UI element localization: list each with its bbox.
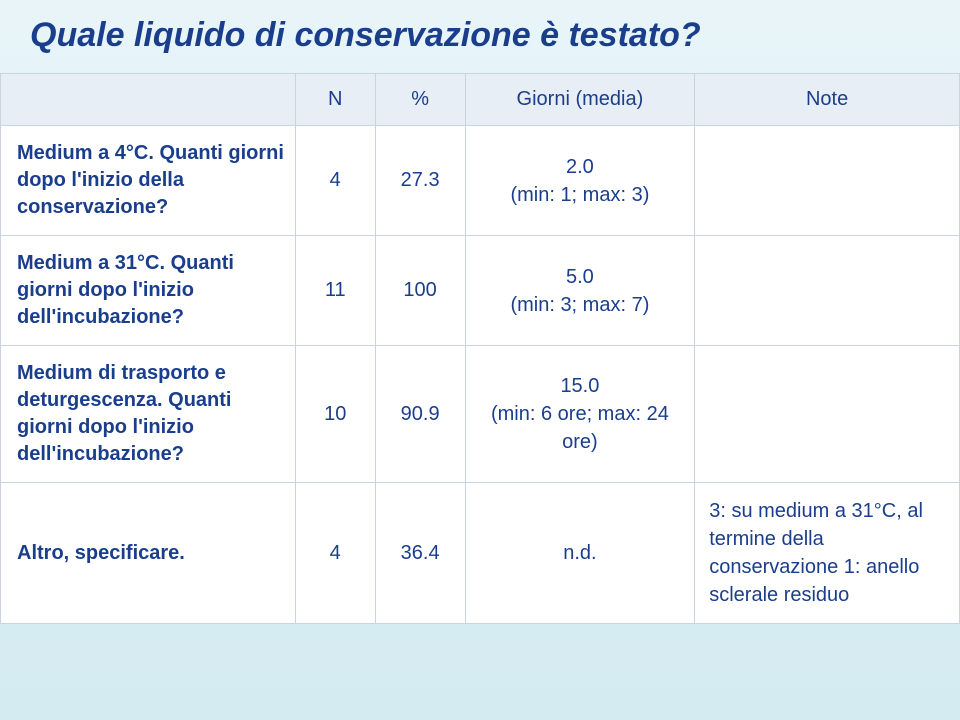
col-header-note: Note bbox=[695, 74, 960, 126]
col-header-giorni: Giorni (media) bbox=[465, 74, 695, 126]
table-row: Altro, specificare. 4 36.4 n.d. 3: su me… bbox=[1, 483, 960, 624]
col-header-n: N bbox=[295, 74, 375, 126]
cell-pct: 90.9 bbox=[375, 346, 465, 483]
cell-note: 3: su medium a 31°C, al termine della co… bbox=[695, 483, 960, 624]
data-table: N % Giorni (media) Note Medium a 4°C. Qu… bbox=[0, 73, 960, 624]
cell-giorni: 15.0 (min: 6 ore; max: 24 ore) bbox=[465, 346, 695, 483]
giorni-value: n.d. bbox=[476, 539, 685, 567]
col-header-pct: % bbox=[375, 74, 465, 126]
giorni-range: (min: 3; max: 7) bbox=[476, 291, 685, 319]
slide-title: Quale liquido di conservazione è testato… bbox=[0, 16, 960, 73]
giorni-value: 2.0 bbox=[476, 153, 685, 181]
cell-n: 4 bbox=[295, 483, 375, 624]
cell-note bbox=[695, 346, 960, 483]
table-row: Medium a 31°C. Quanti giorni dopo l'iniz… bbox=[1, 236, 960, 346]
cell-n: 11 bbox=[295, 236, 375, 346]
cell-giorni: 2.0 (min: 1; max: 3) bbox=[465, 126, 695, 236]
col-header-blank bbox=[1, 74, 296, 126]
cell-note bbox=[695, 126, 960, 236]
row-label: Medium a 4°C. Quanti giorni dopo l'inizi… bbox=[1, 126, 296, 236]
cell-n: 10 bbox=[295, 346, 375, 483]
slide: Quale liquido di conservazione è testato… bbox=[0, 0, 960, 720]
table-row: Medium di trasporto e deturgescenza. Qua… bbox=[1, 346, 960, 483]
giorni-value: 5.0 bbox=[476, 263, 685, 291]
cell-note bbox=[695, 236, 960, 346]
table-row: Medium a 4°C. Quanti giorni dopo l'inizi… bbox=[1, 126, 960, 236]
giorni-range: (min: 1; max: 3) bbox=[476, 181, 685, 209]
cell-giorni: 5.0 (min: 3; max: 7) bbox=[465, 236, 695, 346]
cell-pct: 36.4 bbox=[375, 483, 465, 624]
row-label: Altro, specificare. bbox=[1, 483, 296, 624]
cell-giorni: n.d. bbox=[465, 483, 695, 624]
cell-pct: 27.3 bbox=[375, 126, 465, 236]
cell-pct: 100 bbox=[375, 236, 465, 346]
row-label: Medium a 31°C. Quanti giorni dopo l'iniz… bbox=[1, 236, 296, 346]
cell-n: 4 bbox=[295, 126, 375, 236]
giorni-range: (min: 6 ore; max: 24 ore) bbox=[476, 400, 685, 456]
table-header-row: N % Giorni (media) Note bbox=[1, 74, 960, 126]
row-label: Medium di trasporto e deturgescenza. Qua… bbox=[1, 346, 296, 483]
giorni-value: 15.0 bbox=[476, 372, 685, 400]
